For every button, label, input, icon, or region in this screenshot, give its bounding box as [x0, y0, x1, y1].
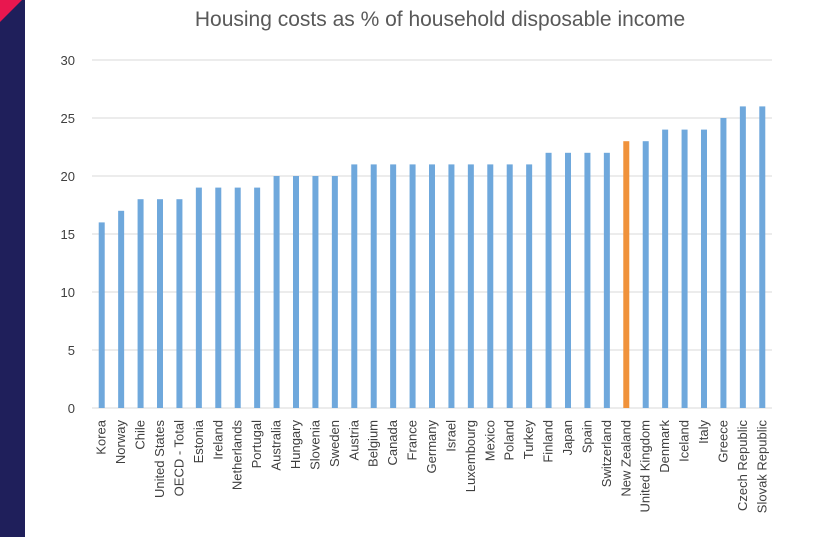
x-tick-label: Finland — [541, 420, 556, 463]
bar-spain — [584, 152, 591, 408]
side-accent-bar — [0, 0, 25, 537]
bar-australia — [273, 176, 280, 408]
bar-denmark — [662, 129, 669, 408]
x-tick-label: Greece — [715, 420, 730, 463]
bar-japan — [565, 152, 571, 408]
y-tick-label: 30 — [61, 53, 75, 68]
bar-czech-republic — [739, 106, 746, 409]
x-tick-label: Hungary — [288, 420, 303, 470]
bar-germany — [429, 164, 435, 408]
x-tick-label: Japan — [560, 420, 575, 455]
y-axis-ticks: 0 5 10 15 20 25 30 — [61, 53, 75, 416]
x-tick-label: Estonia — [191, 419, 206, 463]
x-tick-label: Mexico — [482, 420, 497, 461]
bar-united-states — [157, 199, 163, 408]
bar-norway — [118, 210, 125, 408]
y-tick-label: 10 — [61, 285, 75, 300]
bar-portugal — [254, 187, 261, 408]
bar-finland — [545, 152, 552, 408]
y-tick-label: 20 — [61, 169, 75, 184]
bar-new-zealand — [623, 141, 630, 408]
bar-ireland — [215, 187, 222, 408]
x-tick-label: Portugal — [249, 420, 264, 469]
bar-slovenia — [312, 176, 319, 408]
bar-sweden — [331, 176, 338, 408]
bar-switzerland — [603, 152, 610, 408]
chart-title: Housing costs as % of household disposab… — [194, 8, 686, 31]
bar-israel — [448, 164, 455, 408]
bar-austria — [351, 164, 358, 408]
x-tick-label: Austria — [346, 419, 361, 460]
x-tick-label: Luxembourg — [463, 420, 478, 492]
bar-united-kingdom — [642, 141, 649, 408]
corner-accent — [0, 0, 22, 22]
x-tick-label: Canada — [385, 419, 400, 465]
x-tick-label: Belgium — [366, 420, 381, 467]
x-tick-label: Spain — [579, 420, 594, 453]
x-tick-label: Chile — [133, 420, 148, 450]
bar-turkey — [526, 164, 533, 408]
x-tick-label: Slovak Republic — [754, 420, 769, 514]
bar-mexico — [487, 164, 494, 408]
bar-luxembourg — [467, 164, 474, 408]
y-tick-label: 5 — [68, 343, 75, 358]
bar-chile — [137, 199, 144, 408]
x-tick-label: Czech Republic — [735, 420, 750, 512]
x-tick-label: Sweden — [327, 420, 342, 467]
x-tick-label: Poland — [502, 420, 517, 460]
x-tick-label: United States — [152, 420, 167, 499]
x-tick-label: New Zealand — [618, 420, 633, 497]
x-tick-label: Italy — [696, 420, 711, 444]
bar-estonia — [195, 187, 202, 408]
bar-iceland — [681, 129, 688, 408]
x-tick-label: Denmark — [657, 420, 672, 473]
x-tick-label: Netherlands — [230, 420, 245, 491]
bar-netherlands — [234, 187, 241, 408]
x-tick-label: Slovenia — [307, 419, 322, 470]
bar-greece — [720, 118, 727, 408]
bar-belgium — [370, 164, 377, 408]
bar-italy — [701, 129, 707, 408]
x-tick-label: Korea — [94, 419, 109, 454]
x-tick-label: Turkey — [521, 420, 536, 460]
bar-oecd-total — [176, 199, 183, 408]
x-tick-label: United Kingdom — [638, 420, 653, 513]
x-tick-label: Israel — [443, 420, 458, 452]
bar-canada — [390, 164, 397, 408]
x-tick-label: France — [405, 420, 420, 460]
x-axis-labels: Korea Norway Chile United States OECD - Tota… — [94, 419, 770, 513]
x-tick-label: Germany — [424, 420, 439, 474]
x-tick-label: Norway — [113, 420, 128, 465]
bar-slovak-republic — [759, 106, 766, 409]
bar-korea — [98, 222, 105, 408]
x-tick-label: Ireland — [210, 420, 225, 460]
y-tick-label: 15 — [61, 227, 75, 242]
x-tick-label: OECD - Total — [171, 420, 186, 496]
bar-france — [409, 164, 416, 408]
y-tick-label: 0 — [68, 401, 75, 416]
bar-hungary — [293, 176, 299, 408]
bars — [98, 106, 766, 409]
x-tick-label: Iceland — [677, 420, 692, 462]
x-tick-label: Australia — [269, 419, 284, 470]
x-tick-label: Switzerland — [599, 420, 614, 487]
bar-poland — [506, 164, 513, 408]
y-tick-label: 25 — [61, 111, 75, 126]
